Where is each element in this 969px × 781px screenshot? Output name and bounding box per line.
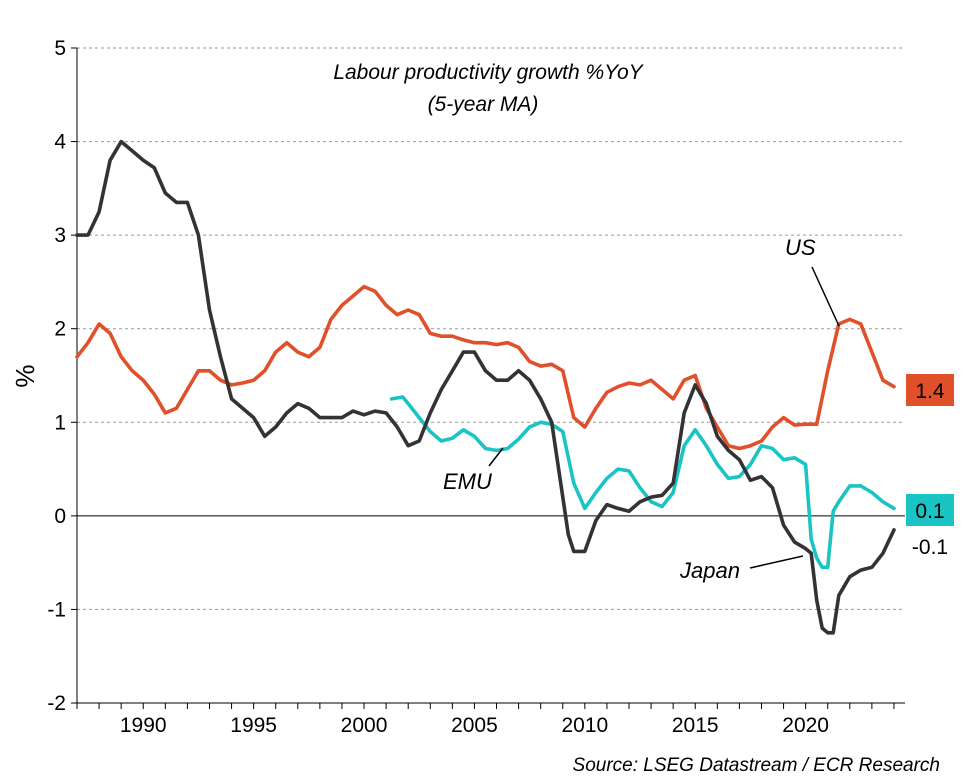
y-tick-label: 5 xyxy=(54,37,66,60)
y-tick-label: 1 xyxy=(54,411,66,434)
us-end-badge xyxy=(906,374,954,406)
us-leader-line xyxy=(811,266,840,327)
x-tick-label: 2000 xyxy=(341,714,388,737)
y-tick-labels: 5 4 3 2 1 0 -1 -2 xyxy=(47,37,66,715)
y-tick-label: 0 xyxy=(54,505,66,528)
axes xyxy=(71,47,905,709)
x-tick-labels: 1990 1995 2000 2005 2010 2015 2020 xyxy=(120,714,829,737)
emu-end-badge xyxy=(906,494,954,526)
emu-end-value: 0.1 xyxy=(915,500,944,523)
x-tick-label: 2020 xyxy=(782,714,829,737)
us-series-line xyxy=(75,284,896,451)
source-note: Source: LSEG Datastream / ECR Research xyxy=(573,755,940,776)
series-lines xyxy=(75,139,896,635)
emu-series-line xyxy=(389,395,896,570)
chart-title: Labour productivity growth %YoY xyxy=(333,61,644,84)
x-tick-label: 2010 xyxy=(561,714,608,737)
x-tick-label: 1995 xyxy=(230,714,277,737)
y-tick-label: 3 xyxy=(54,224,66,247)
japan-leader-line xyxy=(749,555,804,569)
x-tick-label: 2015 xyxy=(672,714,719,737)
us-end-value: 1.4 xyxy=(915,380,945,403)
y-tick-label: -1 xyxy=(47,598,66,621)
us-series-label: US xyxy=(785,235,816,260)
x-tick-label: 1990 xyxy=(120,714,167,737)
y-tick-label: 2 xyxy=(54,318,66,341)
emu-leader-line xyxy=(488,447,504,467)
emu-series-label: EMU xyxy=(443,469,492,494)
chart-subtitle: (5-year MA) xyxy=(428,93,539,116)
gridlines xyxy=(77,47,905,610)
japan-series-line xyxy=(75,139,896,635)
japan-series-label: Japan xyxy=(679,558,740,583)
y-tick-label: 4 xyxy=(54,131,66,154)
x-tick-label: 2005 xyxy=(451,714,498,737)
y-axis-label: % xyxy=(10,364,40,387)
japan-end-value: -0.1 xyxy=(912,536,948,559)
y-tick-label: -2 xyxy=(47,692,66,715)
